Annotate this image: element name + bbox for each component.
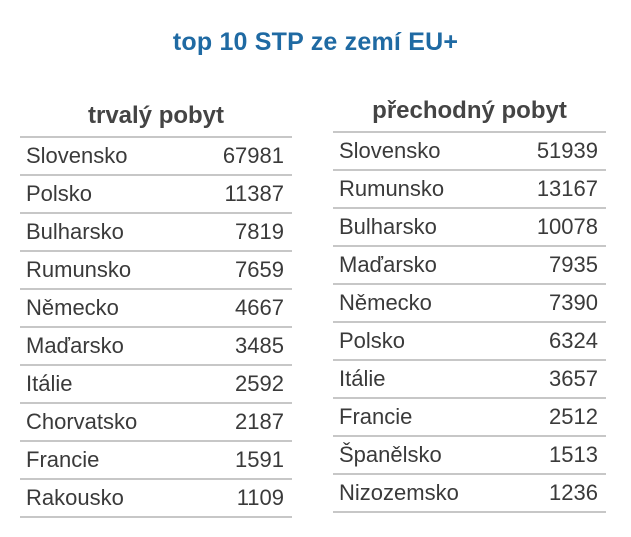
table-body: Slovensko 51939 Rumunsko 13167 Bulharsko 1007… <box>333 133 606 513</box>
permit-count: 51939 <box>536 138 598 163</box>
country-name: Rumunsko <box>339 176 445 201</box>
table-row: Itálie 2592 <box>20 366 292 404</box>
country-name: Německo <box>339 290 432 315</box>
permit-count: 4667 <box>235 295 284 320</box>
country-name: Maďarsko <box>26 333 124 358</box>
table-row: Francie 1591 <box>20 442 292 480</box>
permit-count: 1513 <box>549 442 598 467</box>
table-prechodny-pobyt: přechodný pobyt Slovensko 51939 Rumunsko 13… <box>333 95 606 513</box>
table-row: Rumunsko 7659 <box>20 252 292 290</box>
country-name: Rumunsko <box>26 257 132 282</box>
table-header: trvalý pobyt <box>20 100 292 138</box>
permit-count: 2592 <box>235 371 284 396</box>
permit-count: 2187 <box>235 409 284 434</box>
table-row: Bulharsko 7819 <box>20 214 292 252</box>
country-name: Francie <box>339 404 413 429</box>
table-row: Španělsko 1513 <box>333 437 606 475</box>
permit-count: 1109 <box>236 485 284 510</box>
table-row: Maďarsko 7935 <box>333 247 606 285</box>
permit-count: 11387 <box>224 181 284 206</box>
permit-count: 67981 <box>222 143 284 168</box>
country-name: Bulharsko <box>339 214 437 239</box>
permit-count: 6324 <box>549 328 598 353</box>
country-name: Německo <box>26 295 119 320</box>
permit-count: 3485 <box>235 333 284 358</box>
country-name: Itálie <box>26 371 73 396</box>
country-name: Polsko <box>339 328 406 353</box>
table-trvaly-pobyt: trvalý pobyt Slovensko 67981 Polsko 11387 Bu… <box>20 100 292 518</box>
table-row: Maďarsko 3485 <box>20 328 292 366</box>
country-name: Slovensko <box>26 143 128 168</box>
table-row: Polsko 6324 <box>333 323 606 361</box>
country-name: Itálie <box>339 366 386 391</box>
table-header: přechodný pobyt <box>333 95 606 133</box>
table-row: Slovensko 51939 <box>333 133 606 171</box>
country-name: Nizozemsko <box>339 480 459 505</box>
table-row: Německo 4667 <box>20 290 292 328</box>
permit-count: 13167 <box>536 176 598 201</box>
table-row: Francie 2512 <box>333 399 606 437</box>
permit-count: 1591 <box>235 447 284 472</box>
country-name: Francie <box>26 447 100 472</box>
country-name: Chorvatsko <box>26 409 138 434</box>
country-name: Maďarsko <box>339 252 437 277</box>
permit-count: 1236 <box>549 480 598 505</box>
permit-count: 7390 <box>549 290 598 315</box>
table-row: Chorvatsko 2187 <box>20 404 292 442</box>
permit-count: 10078 <box>536 214 598 239</box>
permit-count: 7935 <box>549 252 598 277</box>
country-name: Bulharsko <box>26 219 124 244</box>
table-row: Německo 7390 <box>333 285 606 323</box>
country-name: Polsko <box>26 181 93 206</box>
page-title: top 10 STP ze zemí EU+ <box>172 28 459 56</box>
permit-count: 2512 <box>549 404 598 429</box>
table-row: Polsko 11387 <box>20 176 292 214</box>
table-row: Rakousko 1109 <box>20 480 292 518</box>
country-name: Španělsko <box>339 442 442 467</box>
permit-count: 3657 <box>549 366 598 391</box>
table-row: Itálie 3657 <box>333 361 606 399</box>
table-body: Slovensko 67981 Polsko 11387 Bulharsko 7819 Ru… <box>20 138 292 518</box>
country-name: Slovensko <box>339 138 441 163</box>
table-row: Rumunsko 13167 <box>333 171 606 209</box>
table-row: Bulharsko 10078 <box>333 209 606 247</box>
permit-count: 7819 <box>235 219 284 244</box>
table-row: Slovensko 67981 <box>20 138 292 176</box>
table-row: Nizozemsko 1236 <box>333 475 606 513</box>
country-name: Rakousko <box>26 485 124 510</box>
permit-count: 7659 <box>235 257 284 282</box>
